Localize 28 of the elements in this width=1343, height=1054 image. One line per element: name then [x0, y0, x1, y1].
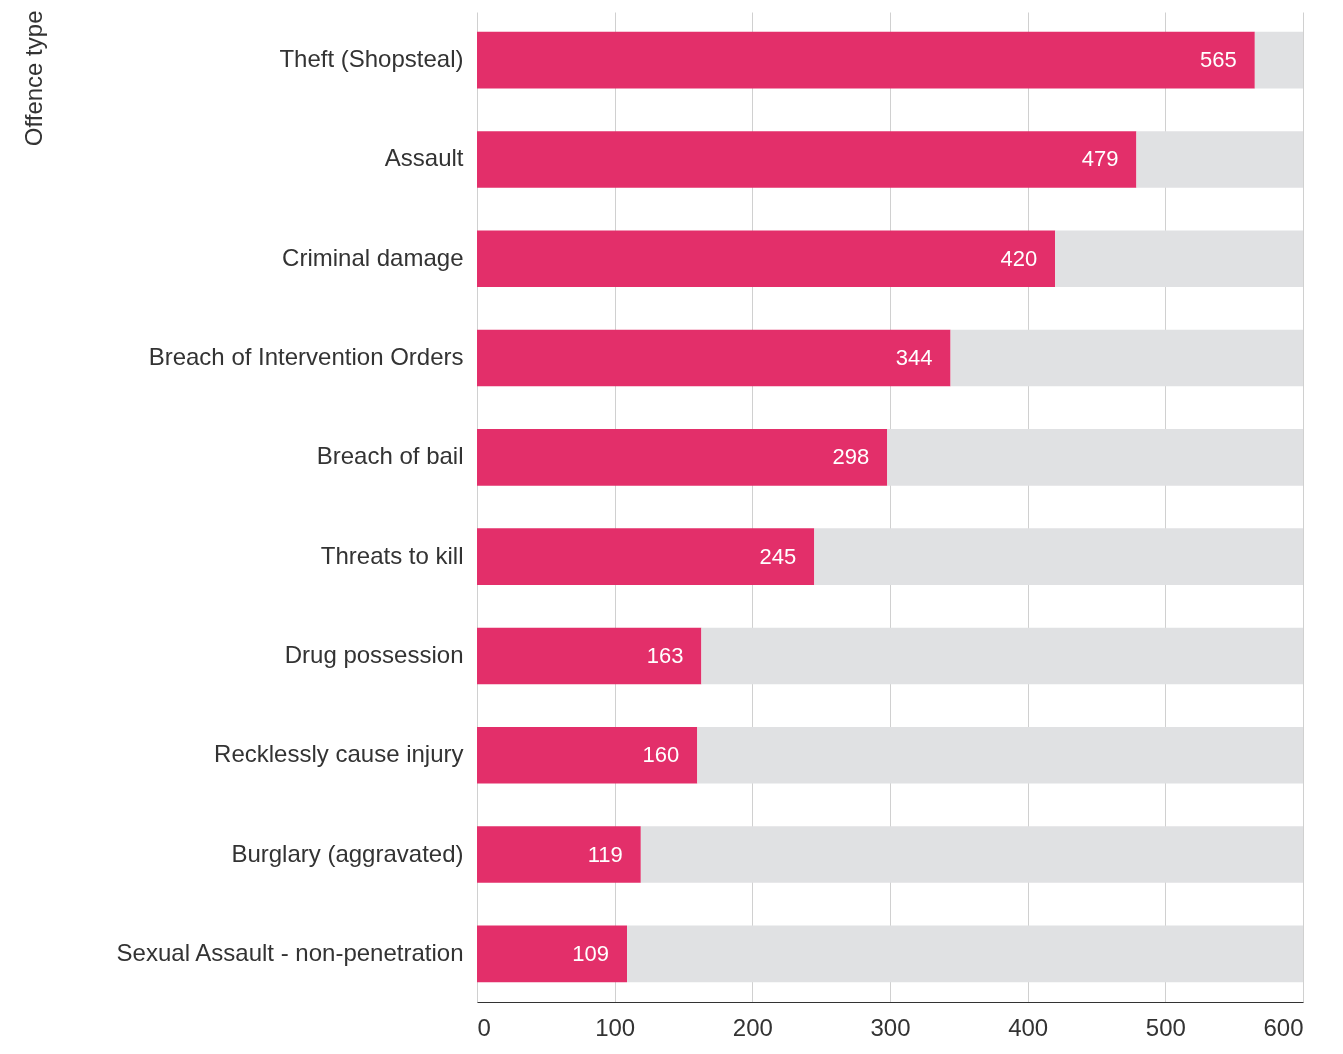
- y-tick-label: Assault: [384, 144, 464, 172]
- data-label: 344: [895, 345, 933, 371]
- data-label: 163: [646, 642, 684, 668]
- y-tick-label: Theft (Shopsteal): [279, 45, 464, 73]
- y-tick-label: Breach of Intervention Orders: [148, 343, 464, 371]
- x-tick-label: 300: [870, 1013, 911, 1041]
- x-tick-label: 100: [595, 1013, 636, 1041]
- data-label: 119: [587, 841, 623, 867]
- data-label: 565: [1200, 47, 1237, 73]
- x-tick-label: 500: [1145, 1013, 1186, 1041]
- y-tick-label: Threats to kill: [320, 541, 464, 569]
- x-tick-label: 400: [1008, 1013, 1049, 1041]
- data-label: 298: [832, 444, 870, 470]
- data-label: 109: [572, 940, 610, 966]
- y-tick-label: Criminal damage: [282, 243, 464, 271]
- data-label: 160: [642, 742, 680, 768]
- data-label: 420: [1000, 245, 1038, 271]
- x-tick-label: 600: [1263, 1013, 1304, 1041]
- y-axis-title: Offence type: [19, 10, 47, 147]
- x-tick-label: 200: [732, 1013, 773, 1041]
- data-label: 245: [759, 543, 797, 569]
- y-tick-label: Recklessly cause injury: [214, 740, 464, 768]
- y-tick-label: Burglary (aggravated): [231, 839, 464, 867]
- x-tick-label: 0: [477, 1013, 491, 1041]
- y-tick-label: Sexual Assault - non-penetration: [116, 938, 464, 966]
- y-tick-label: Breach of bail: [316, 442, 464, 470]
- data-label: 479: [1081, 146, 1119, 172]
- y-tick-label: Drug possession: [284, 640, 464, 668]
